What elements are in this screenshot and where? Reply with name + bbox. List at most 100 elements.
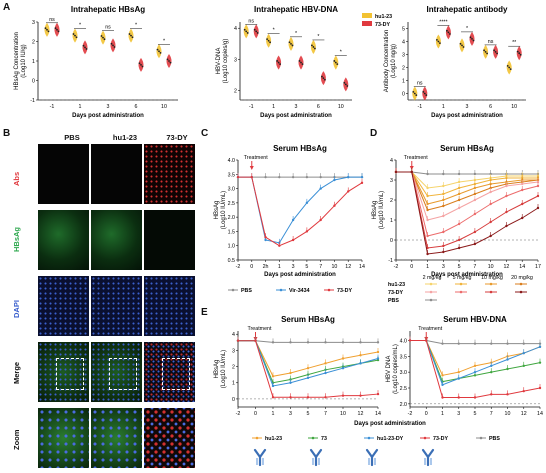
series-line: [396, 171, 538, 197]
data-point: [521, 182, 524, 186]
data-point: [505, 194, 508, 198]
data-point: [536, 194, 540, 198]
data-point: [278, 175, 281, 179]
x-tick-label: 14: [519, 264, 525, 270]
data-point: [253, 28, 256, 31]
data-point: [426, 172, 429, 176]
data-point: [490, 364, 493, 368]
x-tick-label: 5: [307, 411, 310, 417]
legend-label: Vir-3434: [289, 288, 310, 294]
data-point: [278, 244, 281, 247]
x-tick-label: 14: [359, 264, 365, 270]
data-point: [74, 34, 76, 37]
panel-a-chart-hbvdna: Intrahepatic HBV-DNA 2 3 4 HBV-DNA (Log10 cop…: [216, 5, 392, 119]
y-tick-label: 4: [390, 158, 393, 164]
x-tick-label: 6: [317, 104, 320, 110]
data-point: [289, 371, 292, 375]
x-axis-label: Days post administration: [260, 113, 332, 119]
y-tick-label: 4: [232, 332, 235, 338]
data-point: [341, 366, 345, 370]
data-point: [289, 341, 292, 344]
y-tick-label: 0: [232, 397, 235, 403]
data-point: [264, 238, 267, 242]
significance-label: ****: [439, 19, 447, 25]
antibody-icon: [365, 448, 379, 467]
y-tick-label: 3: [402, 53, 405, 59]
data-point: [334, 61, 337, 64]
significance-label: *: [466, 26, 468, 32]
legend-label: PBS: [489, 436, 500, 442]
x-tick-label: -2: [408, 411, 413, 417]
data-point: [518, 52, 521, 55]
y-tick-label: 2: [234, 89, 237, 95]
data-point: [457, 396, 460, 399]
data-point: [347, 190, 350, 193]
significance-label: *: [295, 31, 297, 37]
data-point: [333, 204, 336, 207]
legend-dose: 10 mg/kg: [481, 275, 503, 281]
data-point: [426, 252, 429, 256]
legend-label: hu1-23: [375, 14, 392, 20]
data-point: [256, 32, 259, 34]
x-tick-label: 7: [324, 411, 327, 417]
data-point: [72, 33, 75, 35]
y-tick-label: 2.5: [228, 201, 235, 207]
x-axis-label: Days post administration: [354, 421, 426, 427]
data-point: [271, 341, 275, 344]
row-label-abs: Abs: [12, 171, 21, 186]
data-point: [359, 394, 362, 397]
data-point: [538, 345, 542, 349]
antibody-icon: [253, 448, 267, 467]
legend-label: hu1-23: [265, 436, 282, 442]
y-tick-label: 5: [402, 27, 405, 33]
data-point: [449, 33, 451, 35]
y-tick-label: 1: [32, 59, 35, 65]
legend-row-label: 73-DY: [388, 290, 403, 296]
data-point: [254, 339, 257, 342]
data-point: [110, 42, 113, 45]
x-tick-label: 1: [272, 411, 275, 417]
data-point: [324, 362, 327, 365]
x-tick-label: 12: [345, 264, 351, 270]
data-point: [264, 235, 267, 239]
data-point: [250, 175, 253, 179]
x-tick-label: 12: [358, 411, 364, 417]
data-point: [426, 194, 429, 198]
data-point: [360, 181, 364, 185]
data-point: [271, 384, 275, 388]
legend-swatch: [362, 13, 372, 18]
data-point: [522, 389, 525, 393]
data-point: [333, 60, 336, 62]
data-point: [344, 83, 347, 86]
data-point: [140, 64, 142, 66]
panel-e-chart-hbvdna: Serum HBV-DNA 2.0 2.5 3.0 3.5 4.0 -2 0 1 3 5 7 10 12 1…: [386, 315, 543, 417]
y-tick-label: 3: [390, 178, 393, 184]
row-label-hbsag: HBsAg: [12, 226, 21, 252]
data-point: [314, 47, 316, 50]
y-axis-label: HBsAg Concentration: [14, 32, 20, 90]
x-tick-label: 7: [473, 264, 476, 270]
y-tick-label: 2.5: [400, 386, 407, 392]
y-tick-label: 1.0: [228, 244, 235, 250]
data-point: [305, 175, 309, 179]
data-point: [437, 40, 440, 43]
data-point: [279, 63, 281, 66]
data-point: [306, 366, 310, 370]
data-point: [457, 377, 460, 380]
antibody-icon-chain: [312, 458, 320, 465]
data-point: [473, 230, 477, 234]
data-point: [505, 210, 508, 214]
data-point: [359, 341, 362, 344]
legend-marker: [519, 290, 523, 294]
data-point: [376, 357, 380, 360]
data-point: [305, 201, 309, 205]
panel-letter-c: C: [201, 128, 209, 139]
legend-marker: [429, 290, 433, 294]
y-axis-label-unit: (Log10 IU/g): [21, 44, 27, 77]
data-point: [496, 52, 498, 55]
data-point: [442, 230, 445, 234]
significance-label: *: [135, 23, 137, 29]
x-tick-label: 5: [474, 411, 477, 417]
y-axis-label-unit: (Log10 copies/mL): [393, 344, 399, 394]
